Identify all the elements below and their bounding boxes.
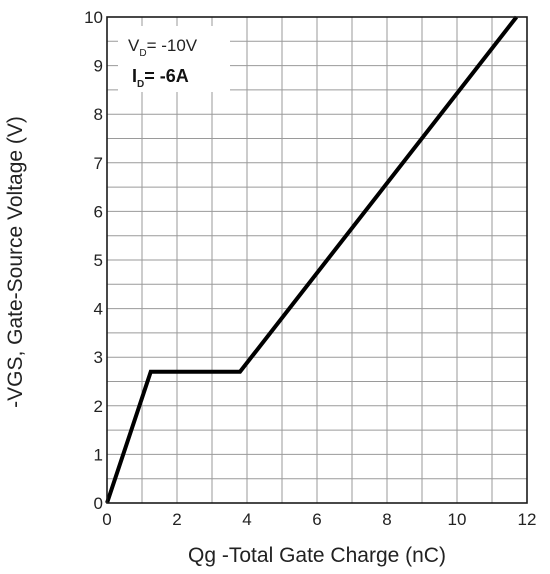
x-tick-label: 6 [312, 510, 321, 529]
series-layer [105, 15, 519, 504]
y-tick-label: 0 [94, 494, 103, 513]
y-tick-label: 9 [94, 57, 103, 76]
y-axis-title: -VGS, Gate-Source Voltage (V) [4, 116, 27, 408]
y-tick-label: 1 [94, 445, 103, 464]
y-tick-label: 5 [94, 251, 103, 270]
annotation-vd: VD= -10V [128, 36, 198, 59]
y-tick-label: 10 [84, 8, 103, 27]
y-tick-labels: 0 1 2 3 4 5 6 7 8 9 10 [84, 8, 103, 513]
annotation-id: ID= -6A [132, 66, 189, 90]
x-tick-label: 2 [172, 510, 181, 529]
x-tick-label: 12 [518, 510, 537, 529]
y-tick-label: 7 [94, 154, 103, 173]
x-tick-label: 8 [382, 510, 391, 529]
series-line-0 [105, 15, 519, 504]
x-axis-title: Qg -Total Gate Charge (nC) [188, 544, 446, 567]
x-tick-label: 10 [448, 510, 467, 529]
y-tick-label: 3 [94, 348, 103, 367]
y-tick-label: 8 [94, 105, 103, 124]
y-tick-label: 4 [94, 300, 103, 319]
plot-border [106, 16, 528, 504]
annotation-box [118, 26, 230, 92]
x-tick-label: 4 [242, 510, 251, 529]
grid [107, 17, 527, 503]
x-tick-labels: 0 2 4 6 8 10 12 [102, 510, 536, 529]
plot-frame [106, 16, 528, 504]
y-tick-label: 6 [94, 202, 103, 221]
y-tick-label: 2 [94, 397, 103, 416]
x-tick-label: 0 [102, 510, 111, 529]
